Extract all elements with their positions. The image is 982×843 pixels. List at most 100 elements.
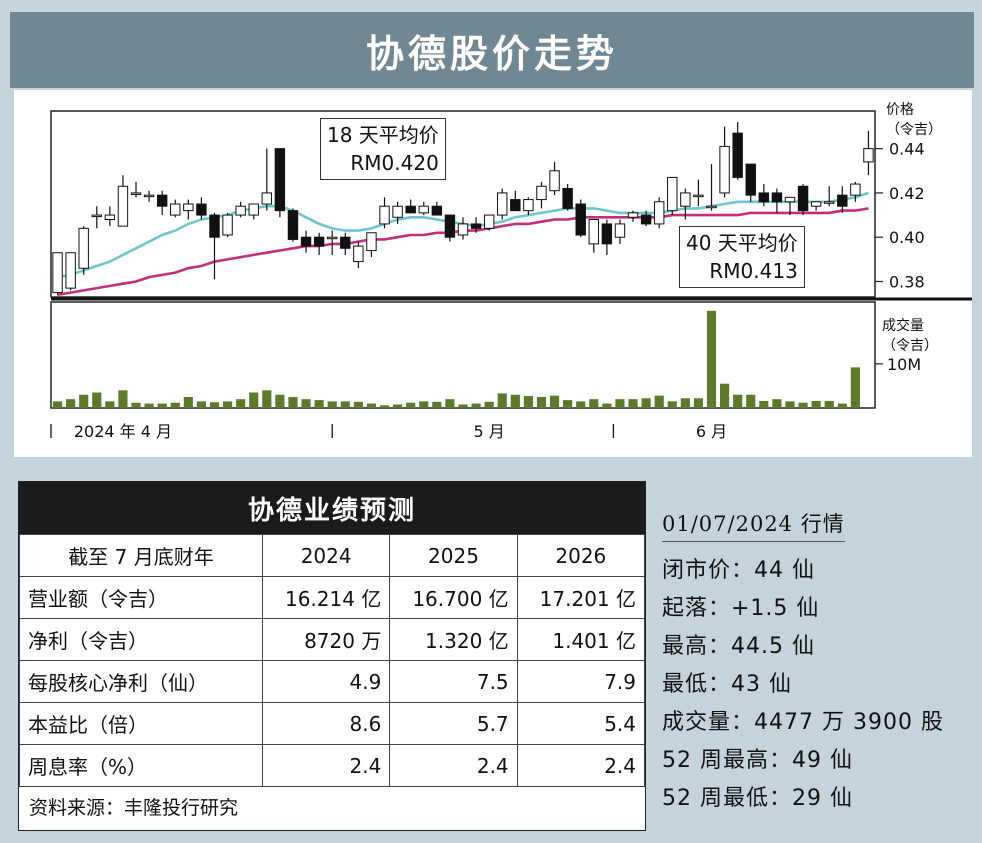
candle-body xyxy=(536,185,547,201)
candle-body xyxy=(366,232,377,252)
candle-body xyxy=(588,219,600,245)
volume-bar xyxy=(353,401,363,408)
volume-plot-frame xyxy=(50,301,876,409)
volume-bar xyxy=(144,403,154,408)
row-label: 每股核心净利（仙） xyxy=(19,660,263,703)
volume-bar xyxy=(262,390,272,408)
cell-value: 17.201 亿 xyxy=(516,576,646,619)
candle-body xyxy=(274,148,286,212)
forecast-title: 协德业绩预测 xyxy=(19,482,645,534)
candle-body xyxy=(248,203,259,216)
candle-body xyxy=(457,223,469,236)
volume-bar xyxy=(850,367,860,408)
volume-bar xyxy=(52,401,63,408)
candle-body xyxy=(65,252,76,289)
candle-body xyxy=(667,176,678,212)
volume-bar xyxy=(589,399,599,408)
x-axis-label: 5 月 xyxy=(474,422,505,441)
volume-bar xyxy=(157,403,167,408)
market-date: 01/07/2024 行情 xyxy=(662,508,845,542)
market-panel: 01/07/2024 行情 闭市价：44 仙 起落：+1.5 仙 最高：44.5… xyxy=(662,508,978,818)
candle-body xyxy=(614,223,626,238)
candle-body xyxy=(52,252,63,294)
candle-body xyxy=(78,227,89,269)
candle-body xyxy=(353,245,364,263)
cell-value: 5.7 xyxy=(389,702,518,745)
cell-value: 1.320 亿 xyxy=(389,618,518,661)
candle-body xyxy=(261,192,273,205)
forecast-header-cell: 2024 xyxy=(261,534,391,577)
candle-body xyxy=(745,163,756,196)
volume-bar xyxy=(654,395,664,408)
volume-bar xyxy=(576,401,586,408)
price-tick-label: 0.38 xyxy=(889,273,925,292)
candle-body xyxy=(549,170,560,192)
row-label: 本益比（倍） xyxy=(19,702,263,745)
candle-body xyxy=(837,194,848,207)
candle-body xyxy=(379,205,390,225)
candle-body xyxy=(483,214,495,229)
volume-bar xyxy=(419,401,429,408)
cell-value: 1.401 亿 xyxy=(516,618,646,661)
chart-title: 协德股价走势 xyxy=(10,12,974,88)
candle-body xyxy=(810,201,822,207)
candle-body xyxy=(693,194,704,198)
volume-bar xyxy=(484,401,494,408)
volume-bar xyxy=(602,403,612,408)
volume-bar xyxy=(170,402,180,408)
row-label: 营业额（令吉） xyxy=(19,576,263,619)
volume-bar xyxy=(458,404,468,408)
market-high: 最高：44.5 仙 xyxy=(662,634,815,659)
volume-bar xyxy=(131,402,141,408)
volume-bar xyxy=(824,400,834,408)
volume-bar xyxy=(183,396,193,408)
volume-bar xyxy=(772,399,782,408)
candle-body xyxy=(170,203,181,216)
volume-bar xyxy=(667,401,677,408)
market-52w-high: 52 周最高：49 仙 xyxy=(662,748,853,773)
cell-value: 8720 万 xyxy=(261,618,391,661)
price-axis-label: 价格 xyxy=(886,102,914,118)
volume-bar xyxy=(510,394,520,408)
candle-body xyxy=(156,194,168,207)
volume-bar xyxy=(301,399,311,408)
candle-body xyxy=(235,205,246,216)
volume-bar xyxy=(66,399,76,408)
candle-body xyxy=(784,196,796,203)
candle-body xyxy=(130,192,142,195)
candle-body xyxy=(640,214,652,225)
candle-body xyxy=(510,199,521,212)
candle-body xyxy=(418,205,429,214)
candle-body xyxy=(196,203,207,216)
volume-bar xyxy=(406,402,416,408)
volume-axis-label: 成交量 xyxy=(882,317,924,334)
candle-body xyxy=(209,214,220,238)
volume-bar xyxy=(209,402,220,408)
cell-value: 8.6 xyxy=(261,702,391,745)
cell-value: 7.9 xyxy=(516,660,646,703)
volume-bar xyxy=(615,399,625,408)
candle-body xyxy=(183,203,194,212)
x-axis-label: 2024 年 4 月 xyxy=(74,422,172,441)
ma18-callout: 18 天平均价 RM0.420 xyxy=(320,118,446,180)
candle-body xyxy=(104,214,116,220)
candle-body xyxy=(497,192,508,216)
volume-bar xyxy=(314,400,324,408)
volume-bar xyxy=(471,403,481,408)
volume-bar xyxy=(785,401,795,408)
ma18-callout-name: 18 天平均价 xyxy=(327,123,439,147)
candle-body xyxy=(117,185,129,227)
cell-value: 16.214 亿 xyxy=(261,576,391,619)
candle-body xyxy=(824,201,835,204)
volume-bar xyxy=(497,393,507,408)
price-tick-label: 0.44 xyxy=(889,140,925,159)
row-label: 周息率（%） xyxy=(19,744,263,787)
volume-bar xyxy=(432,401,442,408)
volume-bar xyxy=(288,396,298,408)
volume-bar xyxy=(759,400,769,408)
forecast-table: 截至 7 月底财年 2024 2025 2026 营业额（令吉） 16.214 … xyxy=(19,534,646,787)
price-plot-frame xyxy=(50,110,876,298)
market-volume: 成交量：4477 万 3900 股 xyxy=(662,710,944,735)
volume-bar xyxy=(549,395,560,408)
